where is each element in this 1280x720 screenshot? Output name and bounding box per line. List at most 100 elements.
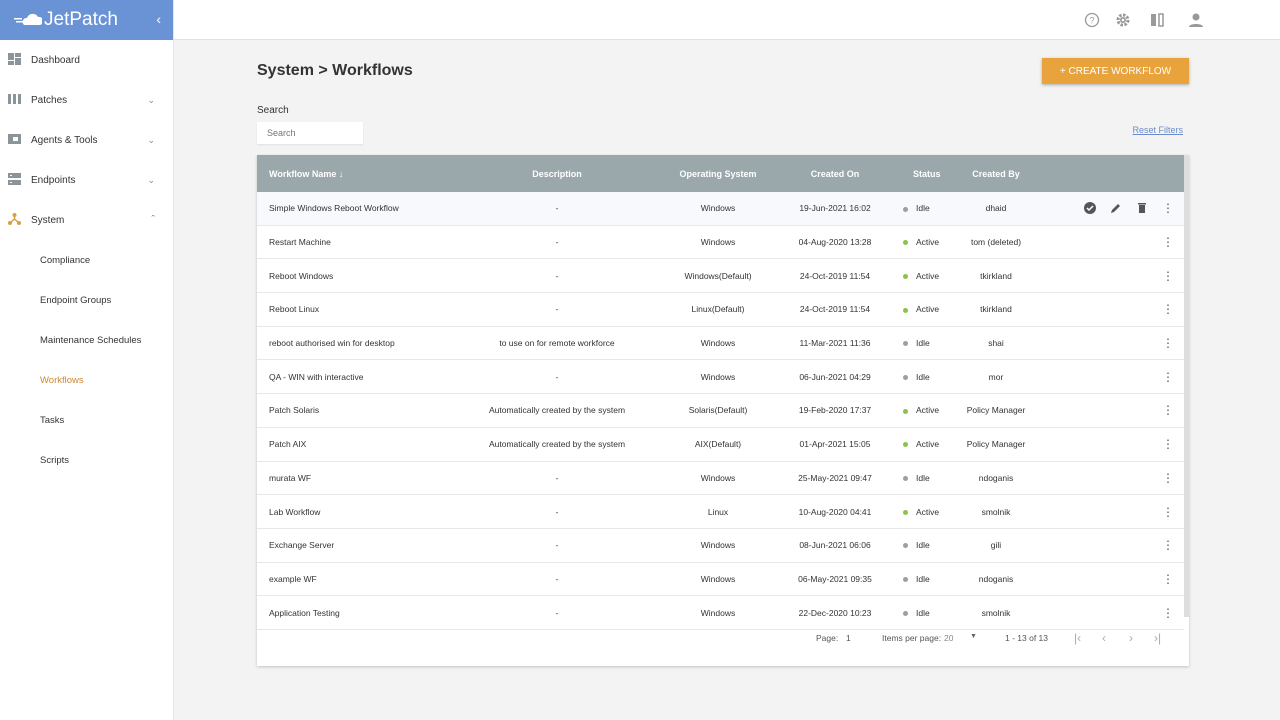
column-header-created-by[interactable]: Created By (972, 168, 1020, 179)
created-by: smolnik (981, 607, 1011, 618)
workflow-name: Exchange Server (269, 540, 335, 551)
column-header-name[interactable]: Workflow Name ↓ (269, 168, 344, 179)
status: Idle (891, 540, 951, 550)
column-header-os[interactable]: Operating System (679, 168, 757, 179)
dropdown-arrow-icon[interactable]: ▼ (970, 633, 977, 640)
more-options-icon[interactable]: ⋮ (1162, 571, 1174, 586)
sidebar-item-endpoints[interactable]: Endpoints ⌄ (0, 160, 173, 200)
table-row[interactable]: reboot authorised win for desktop to use… (257, 327, 1184, 361)
table-row[interactable]: Reboot Windows - Windows(Default) 24-Oct… (257, 259, 1184, 294)
status-label: Idle (916, 607, 930, 618)
table-row[interactable]: Exchange Server - Windows 08-Jun-2021 06… (257, 529, 1184, 563)
user-icon[interactable] (1188, 12, 1204, 28)
table-row[interactable]: Application Testing - Windows 22-Dec-202… (257, 596, 1184, 630)
more-options-icon[interactable]: ⋮ (1162, 403, 1174, 418)
columns-icon[interactable] (1149, 12, 1165, 28)
column-header-status[interactable]: Status (913, 168, 941, 179)
sidebar-item-agents-tools[interactable]: Agents & Tools ⌄ (0, 120, 173, 160)
more-options-icon[interactable]: ⋮ (1162, 336, 1174, 351)
table-row[interactable]: Restart Machine - Windows 04-Aug-2020 13… (257, 226, 1184, 260)
chevron-up-icon[interactable]: ˆ (151, 214, 155, 226)
more-options-icon[interactable]: ⋮ (1162, 538, 1174, 553)
chevron-down-icon[interactable]: ⌄ (147, 94, 155, 105)
workflows-table: Workflow Name ↓ Description Operating Sy… (257, 155, 1189, 666)
description: - (555, 203, 559, 214)
created-by: Policy Manager (966, 405, 1026, 416)
sidebar-item-label: Patches (31, 94, 68, 106)
sidebar-item-patches[interactable]: Patches ⌄ (0, 80, 173, 120)
table-row[interactable]: Simple Windows Reboot Workflow - Windows… (257, 192, 1184, 226)
sidebar-item-system[interactable]: System ˆ (0, 200, 173, 240)
created-by: gili (990, 540, 1002, 551)
status-label: Active (916, 270, 940, 281)
more-options-icon[interactable]: ⋮ (1162, 504, 1174, 519)
table-row[interactable]: Patch AIX Automatically created by the s… (257, 428, 1184, 462)
status: Active (891, 507, 951, 517)
created-by: tom (deleted) (970, 237, 1022, 248)
sidebar-item-maintenance-schedules[interactable]: Maintenance Schedules (40, 334, 142, 346)
sidebar-item-workflows[interactable]: Workflows (40, 374, 84, 386)
more-options-icon[interactable]: ⋮ (1162, 201, 1174, 216)
sidebar-item-tasks[interactable]: Tasks (40, 414, 65, 426)
scrollbar[interactable] (1184, 155, 1189, 617)
status: Idle (891, 473, 951, 483)
more-options-icon[interactable]: ⋮ (1162, 437, 1174, 452)
status-dot-icon (903, 442, 908, 448)
workflow-name: murata WF (269, 472, 312, 483)
table-row[interactable]: Reboot Linux - Linux(Default) 24-Oct-201… (257, 293, 1184, 327)
previous-page-icon[interactable]: ‹ (1102, 631, 1106, 645)
workflow-name: Lab Workflow (269, 506, 321, 517)
first-page-icon[interactable]: |‹ (1074, 631, 1082, 645)
column-header-created-on[interactable]: Created On (810, 168, 860, 179)
workflow-name: Application Testing (269, 607, 340, 618)
table-row[interactable]: QA - WIN with interactive - Windows 06-J… (257, 360, 1184, 395)
reset-filters-link[interactable]: Reset Filters (1132, 125, 1183, 135)
next-page-icon[interactable]: › (1129, 631, 1133, 645)
page-number[interactable]: 1 (846, 633, 851, 643)
created-on: 24-Oct-2019 11:54 (799, 270, 871, 281)
more-options-icon[interactable]: ⋮ (1162, 605, 1174, 620)
sidebar-item-compliance[interactable]: Compliance (40, 254, 91, 266)
delete-icon[interactable] (1136, 202, 1148, 214)
items-per-page-select[interactable]: 20 (944, 633, 954, 643)
workflow-name: Patch AIX (269, 439, 307, 450)
more-options-icon[interactable]: ⋮ (1162, 369, 1174, 384)
activate-icon[interactable] (1084, 202, 1096, 215)
edit-icon[interactable] (1110, 202, 1122, 214)
table-row[interactable]: murata WF - Windows 25-May-2021 09:47 Id… (257, 462, 1184, 496)
more-options-icon[interactable]: ⋮ (1162, 302, 1174, 317)
table-row[interactable]: Lab Workflow - Linux 10-Aug-2020 04:41 A… (257, 495, 1184, 529)
status-label: Idle (916, 573, 930, 584)
status-label: Active (916, 439, 940, 450)
created-on: 24-Oct-2019 11:54 (799, 304, 871, 315)
sidebar-item-scripts[interactable]: Scripts (40, 454, 70, 466)
last-page-icon[interactable]: ›| (1154, 631, 1162, 645)
sidebar-item-dashboard[interactable]: Dashboard (0, 40, 173, 80)
chevron-down-icon[interactable]: ⌄ (147, 134, 155, 145)
status-label: Idle (916, 540, 930, 551)
table-row[interactable]: example WF - Windows 06-May-2021 09:35 I… (257, 563, 1184, 597)
collapse-sidebar-button[interactable]: ‹ (156, 11, 161, 27)
description: - (555, 304, 559, 315)
created-on: 22-Dec-2020 10:23 (798, 607, 872, 618)
help-icon[interactable]: ? (1084, 12, 1100, 28)
more-options-icon[interactable]: ⋮ (1162, 235, 1174, 250)
status: Idle (891, 372, 951, 382)
sidebar-item-label: Endpoints (31, 174, 76, 186)
status-dot-icon (903, 408, 908, 414)
more-options-icon[interactable]: ⋮ (1162, 470, 1174, 485)
sidebar-item-label: System (31, 214, 65, 226)
description: to use on for remote workforce (499, 338, 615, 349)
gear-icon[interactable] (1115, 12, 1131, 28)
search-input[interactable] (257, 122, 363, 144)
create-workflow-button[interactable]: + CREATE WORKFLOW (1042, 58, 1189, 84)
table-row[interactable]: Patch Solaris Automatically created by t… (257, 394, 1184, 428)
operating-system: Windows(Default) (684, 270, 752, 281)
created-on: 25-May-2021 09:47 (798, 472, 872, 483)
status: Active (891, 237, 951, 247)
workflow-name: example WF (269, 573, 317, 584)
sidebar-item-endpoint-groups[interactable]: Endpoint Groups (40, 294, 112, 306)
more-options-icon[interactable]: ⋮ (1162, 268, 1174, 283)
column-header-description[interactable]: Description (532, 168, 582, 179)
chevron-down-icon[interactable]: ⌄ (147, 174, 155, 185)
